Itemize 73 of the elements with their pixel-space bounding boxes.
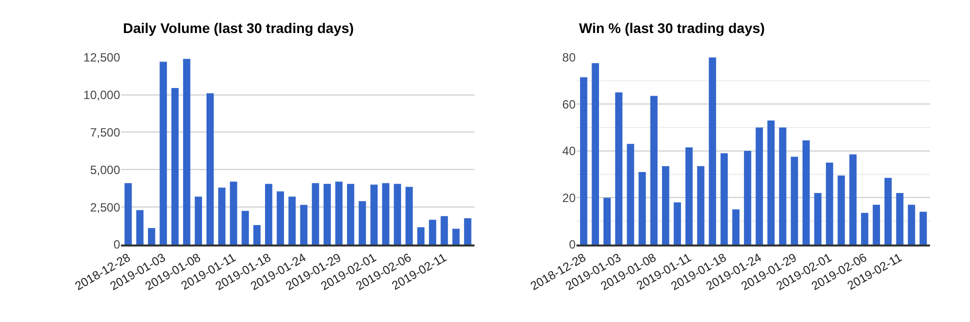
bar [312,183,320,245]
bar [872,204,880,245]
bar [230,182,238,245]
y-tick-label: 12,500 [83,50,120,65]
bar [838,175,845,245]
bar [370,184,378,245]
bar [335,182,343,245]
y-tick-label: 80 [562,50,576,65]
chart-title: Daily Volume (last 30 trading days) [123,20,354,36]
bar [406,186,413,245]
bar [685,147,693,245]
bar [136,210,144,245]
bar [849,154,857,245]
bar [194,196,202,245]
y-tick-label: 7,500 [90,125,120,140]
bar [662,166,670,245]
bar [464,218,472,245]
y-tick-label: 5,000 [90,162,120,177]
bar [920,212,927,245]
bar [148,228,156,245]
bar [884,178,892,245]
bar [218,188,226,245]
bar [615,92,622,245]
bar [592,63,600,245]
bar [440,216,448,245]
bar [896,193,904,245]
bar [626,144,634,245]
bar [826,162,834,245]
bar [428,220,436,245]
bar [358,201,366,245]
bar [124,183,132,245]
y-tick-label: 0 [113,238,120,252]
bar [300,204,308,245]
bar [756,128,763,245]
bar [708,57,716,245]
y-tick-label: 40 [562,144,576,158]
bar [417,227,424,245]
bar [650,96,658,245]
y-tick-label: 2,500 [90,200,120,214]
bar [767,120,775,245]
bar [697,166,704,245]
bar [288,196,296,245]
bar [580,77,588,245]
bar [814,193,822,245]
y-tick-label: 60 [562,97,576,112]
bar [720,153,728,245]
y-tick-label: 10,000 [83,88,120,102]
bar [382,183,390,245]
bar [394,184,402,245]
bar [732,209,740,245]
bar [674,202,681,245]
bar [452,228,460,245]
y-tick-label: 0 [568,238,576,252]
bar [206,93,214,245]
bar [802,140,810,245]
bar [744,150,752,245]
bar [861,212,868,245]
bar [638,172,646,245]
bar [790,156,798,245]
bar [779,128,786,245]
bar [603,198,611,245]
bar [276,191,284,245]
bar [908,204,916,245]
bar [171,88,179,245]
bar [253,225,261,245]
chart-title: Win % (last 30 trading days) [579,20,765,36]
bar [265,184,272,245]
bar [242,210,249,245]
y-tick-label: 20 [562,190,576,205]
bar [160,62,167,245]
bar [346,184,354,245]
bar [324,184,331,245]
bar [183,58,190,245]
